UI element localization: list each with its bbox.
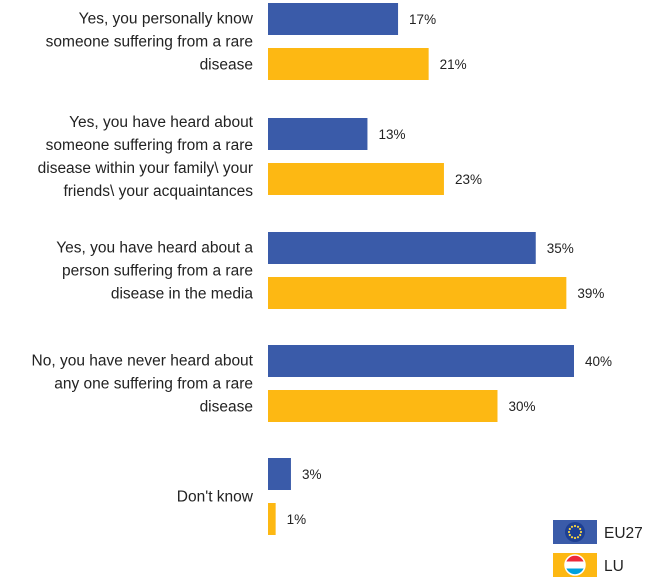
category-label: Yes, you personally know someone sufferin… <box>46 11 254 74</box>
category-label-line: any one suffering from a rare <box>54 376 253 393</box>
category-label-line: Yes, you have heard about a <box>56 240 253 257</box>
category-labels: Yes, you personally know someone sufferin… <box>32 11 254 506</box>
legend-label-lu: LU <box>604 558 624 575</box>
bar-eu27 <box>268 345 574 377</box>
value-label: 17% <box>409 12 436 27</box>
value-label: 1% <box>287 512 307 527</box>
value-label: 30% <box>509 399 536 414</box>
category-label-line: person suffering from a rare <box>62 263 253 280</box>
value-label: 39% <box>577 286 604 301</box>
value-labels: 17% 21% 13% 23% 35% 39% 40% 30% 3% 1% <box>287 12 612 527</box>
bar-eu27 <box>268 118 368 150</box>
category-label: Yes, you have heard about someone sufferi… <box>38 114 254 200</box>
legend-label-eu27: EU27 <box>604 525 643 542</box>
value-label: 35% <box>547 241 574 256</box>
value-label: 23% <box>455 172 482 187</box>
category-label: Yes, you have heard about a person suffer… <box>56 240 253 303</box>
category-label-line: disease <box>200 399 253 416</box>
category-label-line: someone suffering from a rare <box>46 137 253 154</box>
bar-lu <box>268 277 567 309</box>
category-label-line: Yes, you have heard about <box>69 114 254 131</box>
category-label-line: Yes, you personally know <box>79 11 254 28</box>
category-label: No, you have never heard about any one su… <box>32 353 254 416</box>
value-label: 21% <box>440 57 467 72</box>
category-label-line: friends\ your acquaintances <box>63 183 253 200</box>
bar-eu27 <box>268 458 291 490</box>
bar-lu <box>268 503 276 535</box>
category-label-line: disease <box>200 57 253 74</box>
bar-eu27 <box>268 3 399 35</box>
bar-lu <box>268 163 444 195</box>
category-label-line: Don't know <box>177 489 254 506</box>
bar-eu27 <box>268 232 536 264</box>
value-label: 3% <box>302 467 322 482</box>
category-label-line: someone suffering from a rare <box>46 34 253 51</box>
legend: EU27 LU <box>553 520 643 577</box>
legend-item-lu: LU <box>553 553 624 577</box>
category-label-line: disease in the media <box>111 286 254 303</box>
value-label: 13% <box>378 127 405 142</box>
bars <box>268 3 574 535</box>
luxembourg-flag-icon <box>564 554 586 576</box>
legend-item-eu27: EU27 <box>553 520 643 544</box>
eu-flag-icon <box>565 522 585 542</box>
bar-lu <box>268 48 429 80</box>
category-label-line: disease within your family\ your <box>38 160 253 177</box>
value-label: 40% <box>585 354 612 369</box>
bar-lu <box>268 390 498 422</box>
category-label: Don't know <box>177 489 254 506</box>
category-label-line: No, you have never heard about <box>32 353 254 370</box>
